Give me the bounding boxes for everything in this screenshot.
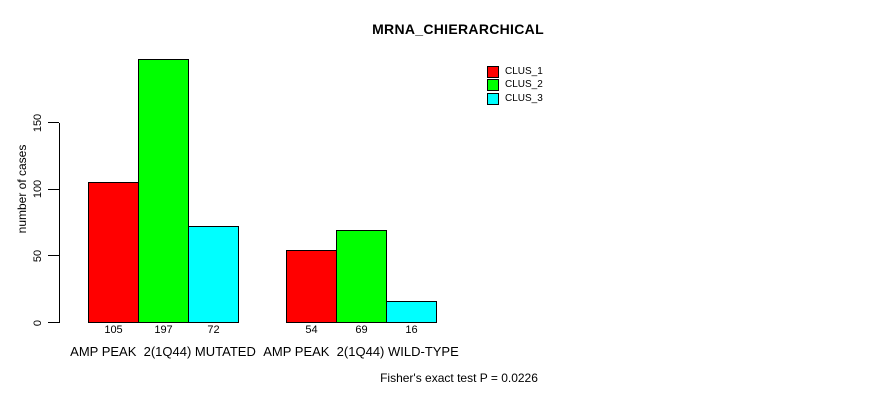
y-tick bbox=[48, 188, 59, 190]
bar-value-label: 72 bbox=[207, 324, 220, 336]
y-tick bbox=[48, 322, 59, 323]
bar-value-label: 197 bbox=[154, 324, 173, 336]
legend-item: CLUS_3 bbox=[487, 92, 543, 106]
bar-value-label: 69 bbox=[355, 324, 368, 336]
bar-value-label: 105 bbox=[104, 324, 123, 336]
legend-item: CLUS_1 bbox=[487, 65, 543, 79]
y-tick-label: 150 bbox=[32, 113, 44, 132]
bar-clus_2-group1 bbox=[138, 59, 189, 323]
bar-value-label: 54 bbox=[305, 324, 318, 336]
x-category-label: AMP PEAK 2(1Q44) WILD-TYPE bbox=[263, 344, 459, 359]
legend-item-label: CLUS_1 bbox=[505, 65, 543, 77]
annotation-text: Fisher's exact test P = 0.0226 bbox=[380, 371, 538, 385]
legend-item-label: CLUS_2 bbox=[505, 79, 543, 91]
legend-color-swatch bbox=[487, 65, 499, 78]
bar-clus_1-group2 bbox=[286, 250, 337, 323]
y-tick bbox=[48, 122, 59, 123]
legend-item-label: CLUS_3 bbox=[505, 92, 543, 104]
y-tick-label: 0 bbox=[32, 319, 44, 326]
bar-clus_2-group2 bbox=[336, 230, 387, 323]
y-tick bbox=[48, 255, 59, 257]
bar-clus_1-group1 bbox=[88, 182, 139, 323]
y-axis-line bbox=[59, 122, 60, 323]
legend-item: CLUS_2 bbox=[487, 79, 543, 93]
legend: CLUS_1 CLUS_2 CLUS_3 bbox=[487, 65, 543, 106]
y-tick-label: 100 bbox=[32, 179, 44, 199]
x-category-label: AMP PEAK 2(1Q44) MUTATED bbox=[70, 344, 256, 359]
legend-color-swatch bbox=[487, 79, 499, 92]
chart-title: MRNA_CHIERARCHICAL bbox=[372, 21, 544, 37]
y-axis-label: number of cases bbox=[15, 144, 29, 234]
bar-clus_3-group2 bbox=[386, 301, 437, 323]
bar-clus_3-group1 bbox=[188, 226, 239, 323]
y-tick-label: 50 bbox=[32, 249, 44, 262]
legend-color-swatch bbox=[487, 92, 499, 105]
bar-value-label: 16 bbox=[405, 324, 418, 336]
